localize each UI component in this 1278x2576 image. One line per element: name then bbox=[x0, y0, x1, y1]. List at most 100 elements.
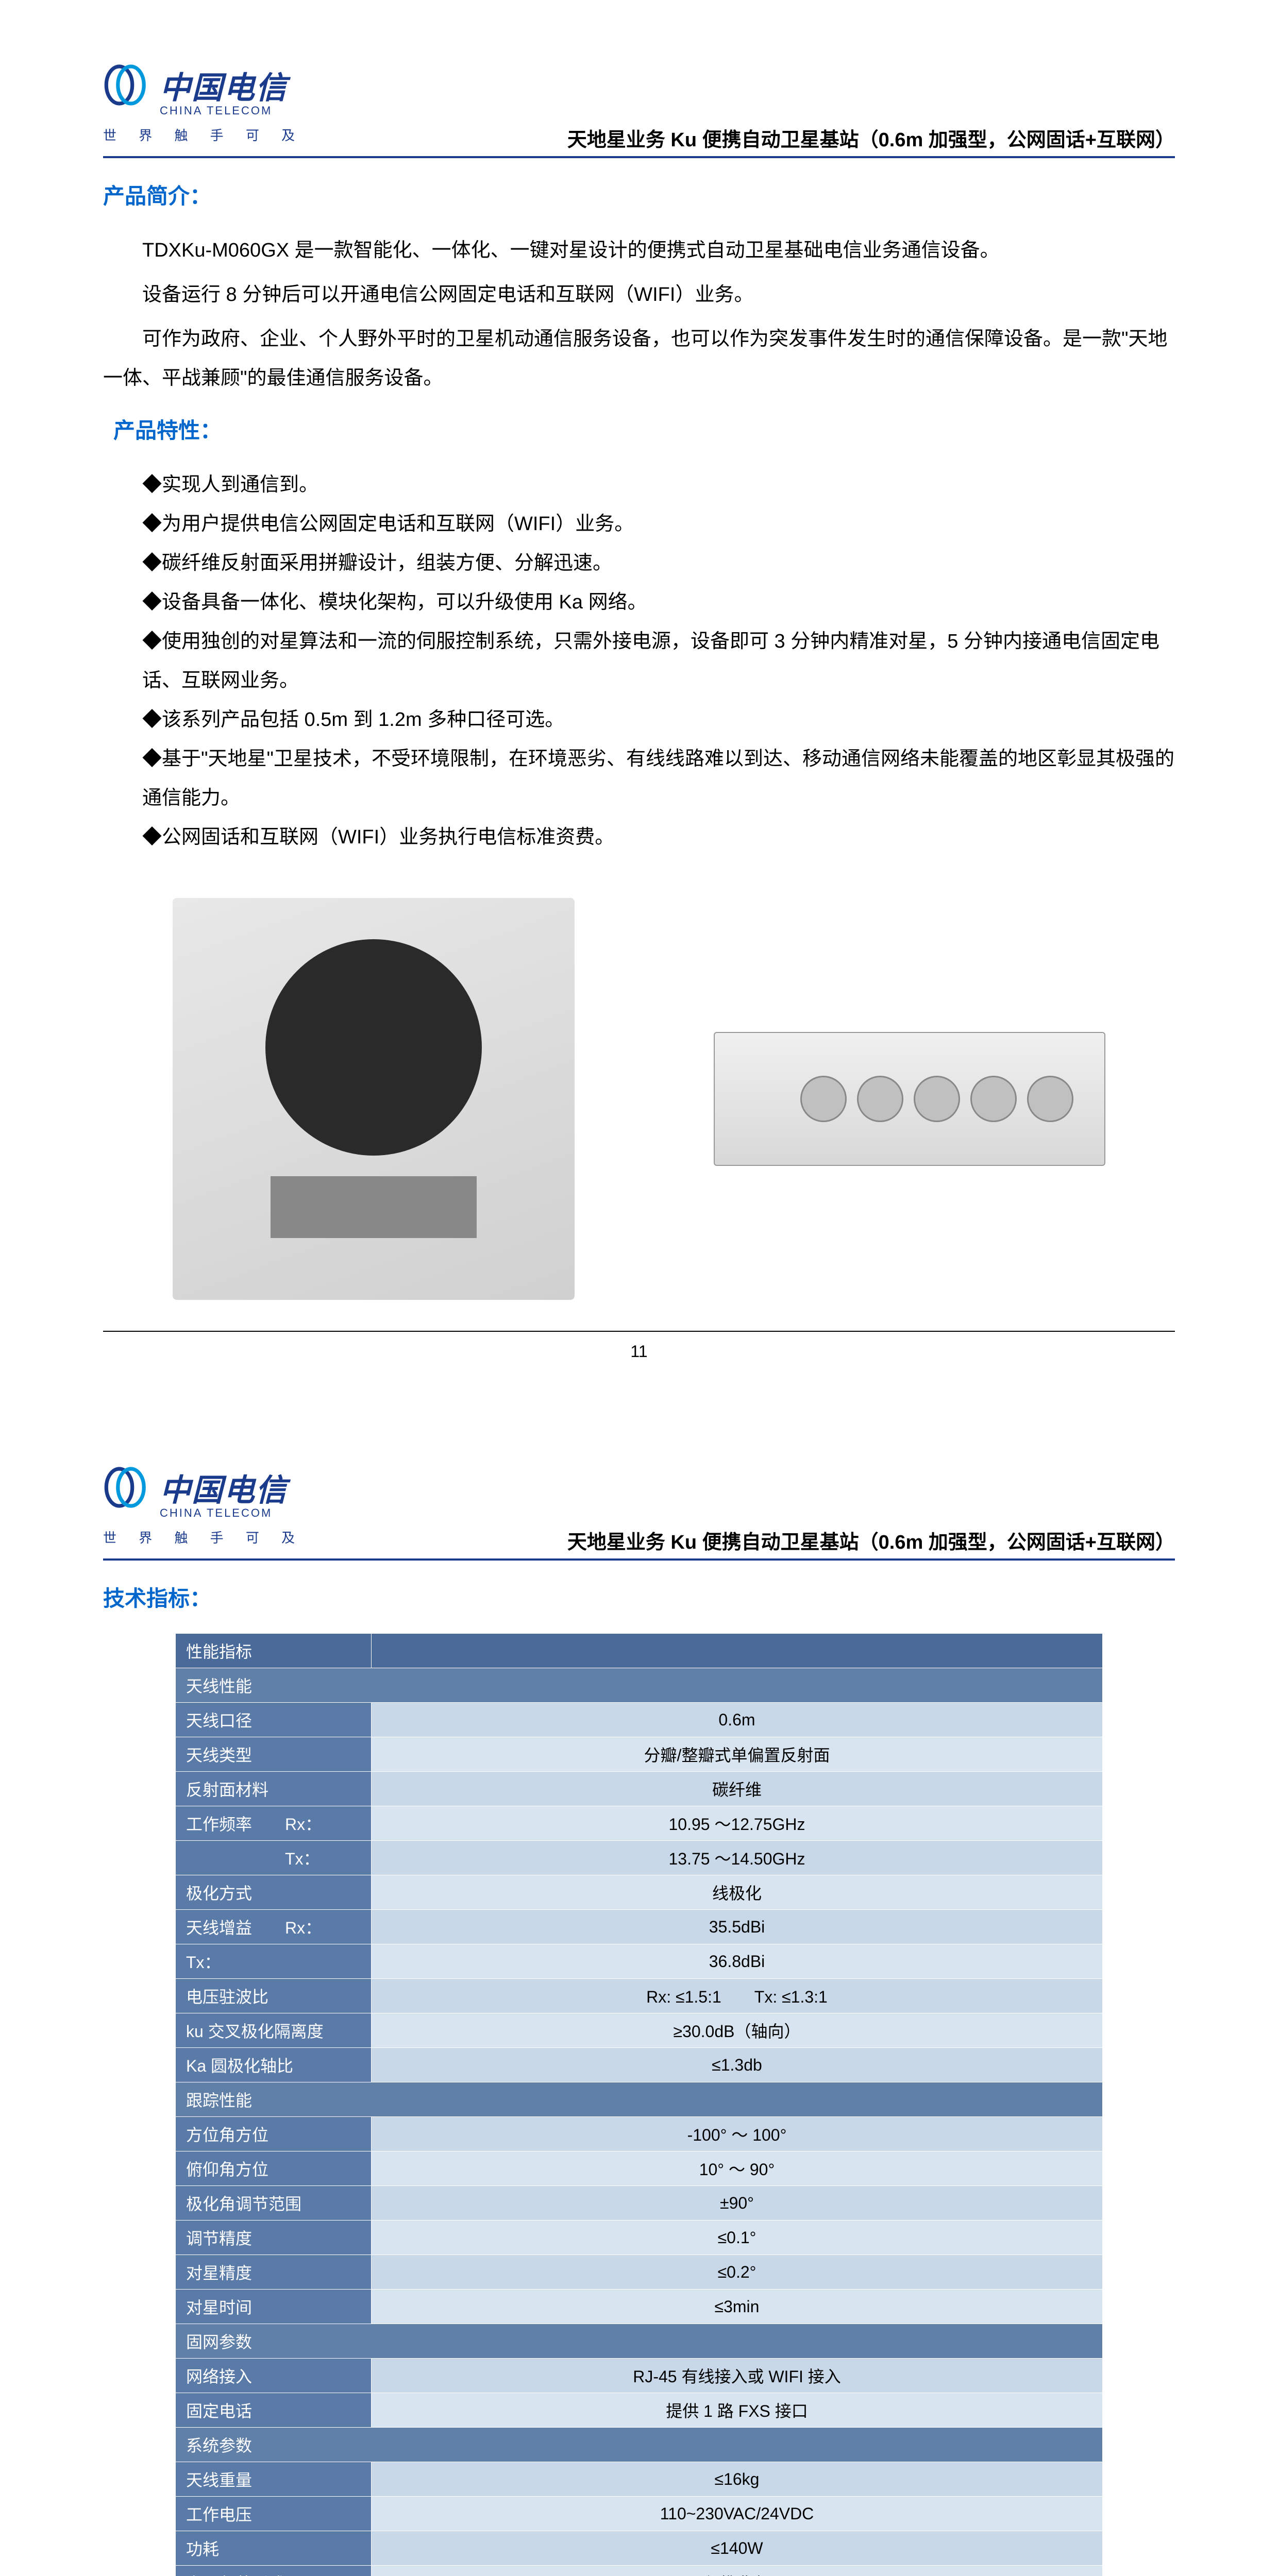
section-features-title: 产品特性： bbox=[113, 413, 1175, 445]
table-row: 网络接入RJ-45 有线接入或 WIFI 接入 bbox=[176, 2359, 1103, 2393]
port-icon bbox=[1027, 1076, 1073, 1122]
table-row: Tx：36.8dBi bbox=[176, 1944, 1103, 1979]
table-row: 天线口径0.6m bbox=[176, 1703, 1103, 1737]
feature-item: ◆该系列产品包括 0.5m 到 1.2m 多种口径可选。 bbox=[103, 700, 1175, 739]
label-cell: 天线类型 bbox=[176, 1737, 372, 1772]
label-cell: 天线重量 bbox=[176, 2462, 372, 2497]
section-spec-title: 技术指标： bbox=[103, 1581, 1175, 1613]
label-cell: Tx： bbox=[176, 1841, 372, 1875]
intro-p1: TDXKu-M060GX 是一款智能化、一体化、一键对星设计的便携式自动卫星基础… bbox=[103, 231, 1175, 270]
table-row: 天线增益 Rx：35.5dBi bbox=[176, 1910, 1103, 1944]
spec-header-cell: 性能指标 bbox=[176, 1634, 372, 1668]
value-cell: ±90° bbox=[372, 2186, 1103, 2221]
table-row: 天线类型分瓣/整瓣式单偏置反射面 bbox=[176, 1737, 1103, 1772]
section-cell: 跟踪性能 bbox=[176, 2082, 1103, 2117]
port-icon bbox=[914, 1076, 960, 1122]
label-cell: Ka 圆极化轴比 bbox=[176, 2048, 372, 2082]
feature-item: ◆为用户提供电信公网固定电话和互联网（WIFI）业务。 bbox=[103, 504, 1175, 544]
intro-p3: 可作为政府、企业、个人野外平时的卫星机动通信服务设备，也可以作为突发事件发生时的… bbox=[103, 319, 1175, 398]
value-cell: ≤3min bbox=[372, 2290, 1103, 2324]
label-cell: ku 交叉极化隔离度 bbox=[176, 2013, 372, 2048]
logo-cn: 中国电信 bbox=[160, 63, 288, 108]
logo-text-group: 中国电信 bbox=[160, 1465, 288, 1510]
value-cell: 便携背包 bbox=[372, 2566, 1103, 2576]
label-cell: 极化角调节范围 bbox=[176, 2186, 372, 2221]
value-cell: 10.95 ～12.75GHz bbox=[372, 1806, 1103, 1841]
table-header-row: 性能指标 bbox=[176, 1634, 1103, 1668]
section-intro-title: 产品简介： bbox=[103, 179, 1175, 210]
table-row: 固定电话提供 1 路 FXS 接口 bbox=[176, 2393, 1103, 2428]
logo-row: 中国电信 bbox=[103, 1464, 1175, 1511]
box-ports bbox=[800, 1076, 1073, 1122]
label-cell: 方位角方位 bbox=[176, 2117, 372, 2151]
feature-item: ◆碳纤维反射面采用拼瓣设计，组装方便、分解迅速。 bbox=[103, 544, 1175, 583]
logo-text-group: 中国电信 bbox=[160, 63, 288, 108]
label-cell: 极化方式 bbox=[176, 1875, 372, 1910]
label-cell: 俯仰角方位 bbox=[176, 2151, 372, 2186]
value-cell: 13.75 ～14.50GHz bbox=[372, 1841, 1103, 1875]
value-cell: 110~230VAC/24VDC bbox=[372, 2497, 1103, 2531]
device-box-image bbox=[714, 1032, 1105, 1166]
value-cell: 35.5dBi bbox=[372, 1910, 1103, 1944]
label-cell: 调节精度 bbox=[176, 2221, 372, 2255]
telecom-logo-icon bbox=[103, 1464, 149, 1511]
product-images bbox=[103, 898, 1175, 1300]
table-row: Ka 圆极化轴比≤1.3db bbox=[176, 2048, 1103, 2082]
value-cell: ≤16kg bbox=[372, 2462, 1103, 2497]
label-cell: 对星时间 bbox=[176, 2290, 372, 2324]
value-cell: -100° ～ 100° bbox=[372, 2117, 1103, 2151]
label-cell: 固定电话 bbox=[176, 2393, 372, 2428]
feature-list: ◆实现人到通信到。 ◆为用户提供电信公网固定电话和互联网（WIFI）业务。 ◆碳… bbox=[103, 465, 1175, 857]
spec-body: 天线性能天线口径0.6m天线类型分瓣/整瓣式单偏置反射面反射面材料碳纤维工作频率… bbox=[176, 1668, 1103, 2576]
port-icon bbox=[970, 1076, 1017, 1122]
table-row: 方位角方位-100° ～ 100° bbox=[176, 2117, 1103, 2151]
logo-cn: 中国电信 bbox=[160, 1465, 288, 1510]
label-cell: 产品包装形式 bbox=[176, 2566, 372, 2576]
label-cell: 电压驻波比 bbox=[176, 1979, 372, 2013]
feature-item: ◆实现人到通信到。 bbox=[103, 465, 1175, 504]
label-cell: 天线口径 bbox=[176, 1703, 372, 1737]
table-row: 极化方式线极化 bbox=[176, 1875, 1103, 1910]
telecom-logo-icon bbox=[103, 62, 149, 108]
antenna-base-shape bbox=[271, 1176, 477, 1238]
value-cell: ≤0.2° bbox=[372, 2255, 1103, 2290]
table-row: 反射面材料碳纤维 bbox=[176, 1772, 1103, 1806]
feature-item: ◆基于"天地星"卫星技术，不受环境限制，在环境恶劣、有线线路难以到达、移动通信网… bbox=[103, 739, 1175, 818]
label-cell: 网络接入 bbox=[176, 2359, 372, 2393]
header-underline bbox=[103, 156, 1175, 158]
value-cell: 36.8dBi bbox=[372, 1944, 1103, 1979]
header-title: 天地星业务 Ku 便携自动卫星基站（0.6m 加强型，公网固话+互联网） bbox=[567, 1526, 1175, 1554]
label-cell: Tx： bbox=[176, 1944, 372, 1979]
label-cell: 功耗 bbox=[176, 2531, 372, 2566]
section-cell: 系统参数 bbox=[176, 2428, 1103, 2462]
value-cell: 线极化 bbox=[372, 1875, 1103, 1910]
page-number: 11 bbox=[103, 1331, 1175, 1361]
value-cell: ≤0.1° bbox=[372, 2221, 1103, 2255]
table-section-row: 固网参数 bbox=[176, 2324, 1103, 2359]
table-row: 电压驻波比Rx: ≤1.5:1 Tx: ≤1.3:1 bbox=[176, 1979, 1103, 2013]
antenna-image bbox=[173, 898, 575, 1300]
value-cell: 碳纤维 bbox=[372, 1772, 1103, 1806]
table-row: 工作频率 Rx：10.95 ～12.75GHz bbox=[176, 1806, 1103, 1841]
table-row: 对星精度≤0.2° bbox=[176, 2255, 1103, 2290]
logo-en: CHINA TELECOM bbox=[160, 104, 1175, 117]
table-row: 极化角调节范围±90° bbox=[176, 2186, 1103, 2221]
label-cell: 工作电压 bbox=[176, 2497, 372, 2531]
logo-row: 中国电信 bbox=[103, 62, 1175, 108]
antenna-dish-shape bbox=[265, 939, 482, 1156]
logo-en: CHINA TELECOM bbox=[160, 1506, 1175, 1520]
header-title: 天地星业务 Ku 便携自动卫星基站（0.6m 加强型，公网固话+互联网） bbox=[567, 124, 1175, 152]
value-cell: RJ-45 有线接入或 WIFI 接入 bbox=[372, 2359, 1103, 2393]
table-row: 产品包装形式便携背包 bbox=[176, 2566, 1103, 2576]
table-row: 调节精度≤0.1° bbox=[176, 2221, 1103, 2255]
table-row: 工作电压110~230VAC/24VDC bbox=[176, 2497, 1103, 2531]
table-row: 天线重量≤16kg bbox=[176, 2462, 1103, 2497]
table-section-row: 天线性能 bbox=[176, 1668, 1103, 1703]
table-row: 功耗≤140W bbox=[176, 2531, 1103, 2566]
label-cell: 对星精度 bbox=[176, 2255, 372, 2290]
value-cell: 分瓣/整瓣式单偏置反射面 bbox=[372, 1737, 1103, 1772]
value-cell: ≤1.3db bbox=[372, 2048, 1103, 2082]
label-cell: 工作频率 Rx： bbox=[176, 1806, 372, 1841]
table-row: Tx：13.75 ～14.50GHz bbox=[176, 1841, 1103, 1875]
section-cell: 天线性能 bbox=[176, 1668, 1103, 1703]
